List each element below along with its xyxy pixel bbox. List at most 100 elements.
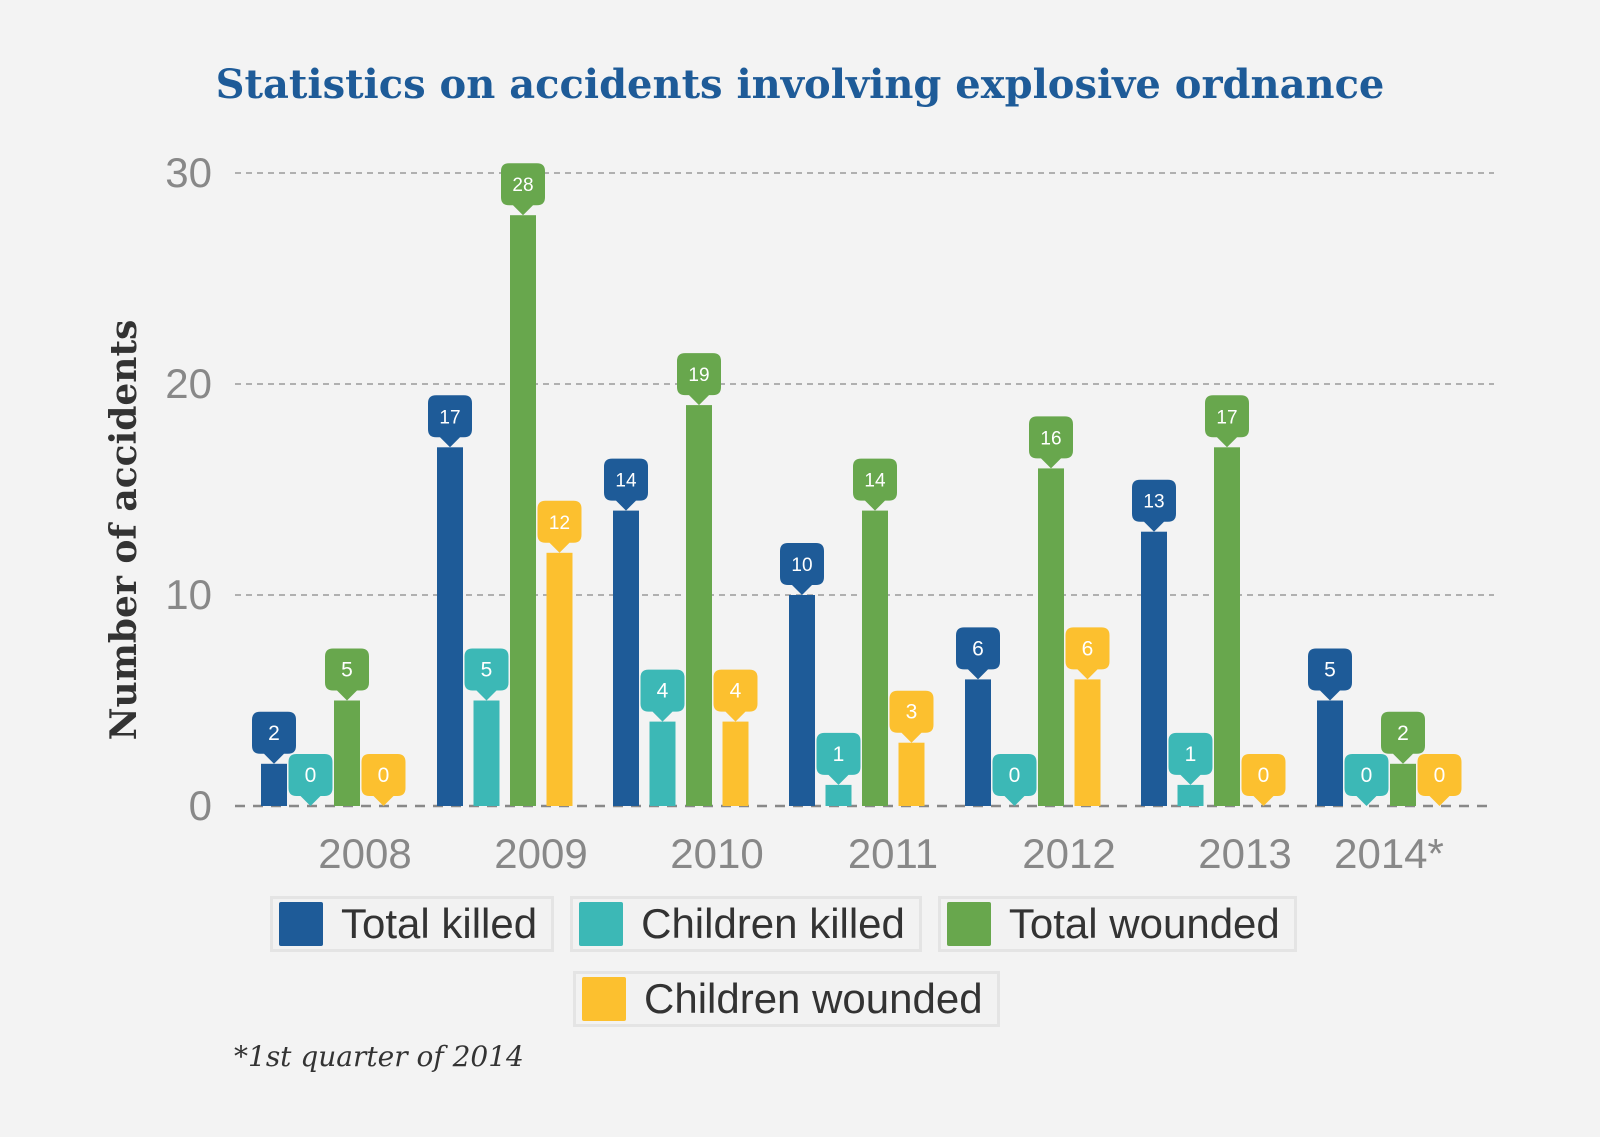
data-label: 1 (1185, 743, 1197, 766)
data-label: 0 (305, 764, 317, 787)
bar (722, 721, 749, 806)
data-label-callout (1308, 648, 1352, 701)
data-label-callout (780, 543, 824, 595)
x-tick-label: 2011 (848, 830, 938, 877)
data-label: 13 (1143, 492, 1164, 513)
data-label-callout (361, 754, 406, 806)
bar (862, 510, 888, 806)
bar (613, 510, 639, 806)
bar (1177, 784, 1204, 806)
legend: Total killed Children killed Total wounded (270, 896, 1297, 952)
bar (649, 721, 676, 806)
legend: Children wounded (573, 971, 1000, 1027)
data-label: 16 (1040, 428, 1061, 449)
legend-swatch (579, 902, 624, 946)
bar (1141, 531, 1167, 806)
footnote: *1st quarter of 2014 (234, 1040, 524, 1073)
data-label-callout (853, 458, 897, 511)
data-label-callout (1205, 395, 1249, 448)
legend-label: Total killed (341, 900, 538, 947)
data-label: 5 (481, 659, 493, 682)
chart-title: Statistics on accidents involving explos… (216, 61, 1385, 108)
bar (1038, 468, 1064, 806)
data-label: 17 (1216, 407, 1237, 428)
data-label-callout (537, 500, 582, 553)
data-label: 4 (657, 680, 669, 703)
bar (1214, 447, 1240, 806)
y-tick-label: 0 (189, 782, 212, 829)
data-label: 3 (906, 701, 918, 724)
x-tick-label: 2012 (1022, 830, 1115, 877)
data-label-callout (1029, 416, 1073, 469)
data-label-callout (288, 754, 333, 806)
data-label-callout (889, 690, 934, 743)
data-label-callout (640, 669, 685, 722)
data-label-callout (1241, 754, 1286, 806)
bar (437, 447, 463, 806)
data-label: 0 (1258, 764, 1270, 787)
y-tick-label: 20 (165, 360, 212, 407)
data-label: 2 (1397, 722, 1409, 745)
bar (261, 763, 287, 806)
data-label: 0 (1361, 764, 1373, 787)
data-label-callout (1344, 754, 1389, 806)
data-label: 2 (268, 722, 280, 745)
data-label: 5 (341, 659, 353, 682)
bar (825, 784, 852, 806)
data-label: 10 (791, 555, 812, 576)
data-label-callout (1381, 711, 1425, 764)
legend-swatch (946, 902, 991, 946)
data-label: 0 (1434, 764, 1446, 787)
legend-item[interactable]: Children wounded (573, 971, 1000, 1027)
data-label: 5 (1324, 659, 1336, 682)
legend-label: Children wounded (644, 975, 983, 1022)
bar (686, 405, 712, 806)
data-label-callout (325, 648, 369, 701)
data-label-callout (604, 458, 648, 511)
data-label-callout (713, 669, 758, 722)
y-tick-label: 10 (165, 571, 212, 618)
data-label-callout (252, 711, 296, 764)
data-label-callout (428, 395, 472, 448)
data-label: 12 (549, 513, 570, 534)
data-label: 1 (833, 743, 845, 766)
bar (898, 742, 925, 806)
x-tick-label: 2008 (318, 830, 411, 877)
data-label-callout (956, 627, 1000, 680)
data-label-callout (816, 732, 861, 785)
data-label: 28 (512, 175, 533, 196)
data-label-callout (501, 163, 545, 216)
legend-label: Total wounded (1008, 900, 1280, 947)
legend-item[interactable]: Total wounded (937, 896, 1297, 952)
data-label-callout (992, 754, 1037, 806)
legend-label: Children killed (641, 900, 905, 947)
bar (1074, 679, 1101, 806)
y-axis-label: Number of accidents (103, 320, 145, 741)
data-label: 6 (972, 637, 984, 660)
x-tick-label: 2014* (1334, 830, 1444, 877)
y-tick-label: 30 (165, 149, 212, 196)
data-label: 4 (730, 680, 742, 703)
data-label-callout (1417, 754, 1462, 806)
data-label: 0 (1009, 764, 1021, 787)
bar (789, 595, 815, 806)
legend-item[interactable]: Total killed (270, 896, 555, 952)
x-tick-label: 2013 (1198, 830, 1291, 877)
data-label: 14 (615, 471, 637, 492)
bar (965, 679, 991, 806)
data-label-callout (1132, 479, 1176, 532)
legend-swatch (582, 977, 626, 1021)
legend-item[interactable]: Children killed (570, 896, 922, 952)
data-label: 14 (864, 471, 886, 492)
data-label: 0 (378, 764, 390, 787)
x-tick-label: 2009 (494, 830, 587, 877)
data-label-callout (464, 648, 509, 701)
bar (1317, 700, 1343, 806)
data-label-callout (1065, 627, 1110, 680)
data-label-callout (1168, 732, 1213, 785)
data-label: 6 (1082, 637, 1094, 660)
data-label: 19 (688, 365, 709, 386)
bar (473, 700, 500, 806)
data-label: 17 (439, 407, 460, 428)
